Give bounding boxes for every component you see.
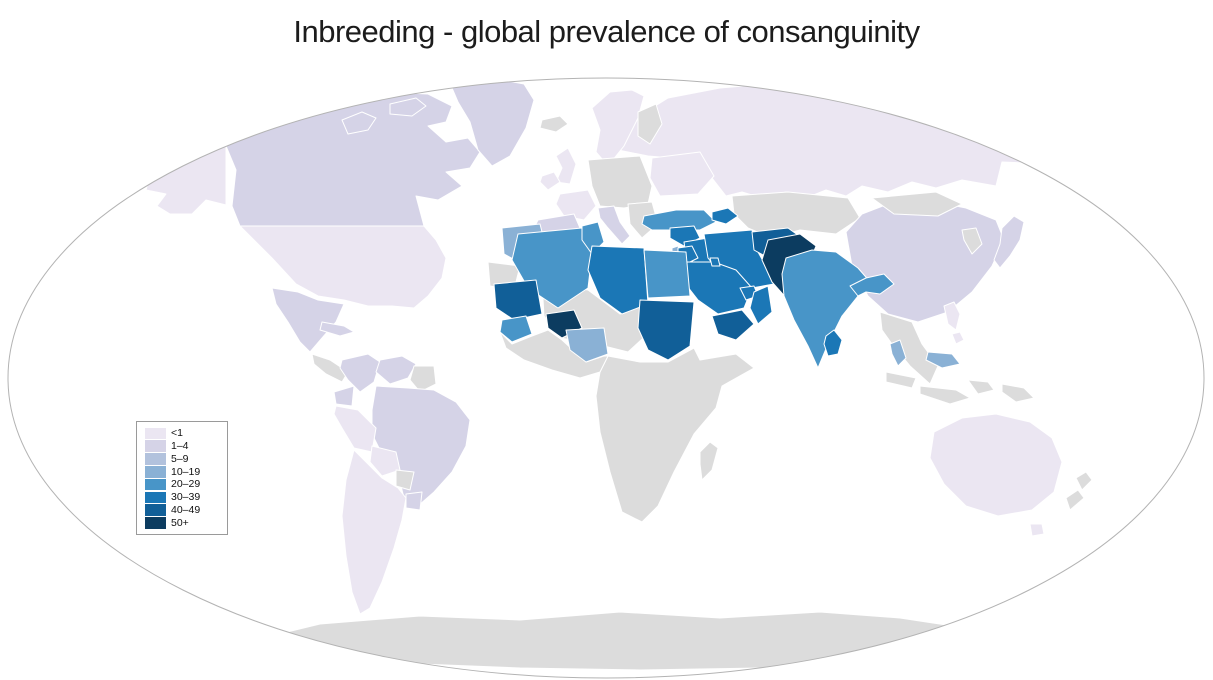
legend-swatch	[145, 504, 166, 516]
country-canada-island-1	[341, 111, 377, 135]
country-indonesia-sumatra	[885, 371, 917, 389]
country-central-europe	[587, 155, 653, 209]
country-guinea	[499, 315, 533, 343]
country-papua-new-guinea	[1001, 383, 1035, 403]
country-philippines-south	[951, 331, 965, 345]
country-canada	[225, 91, 481, 227]
projection-outline	[7, 77, 1205, 679]
legend-swatch	[145, 453, 166, 465]
legend-item: 10–19	[145, 465, 223, 478]
country-bangladesh	[849, 273, 895, 297]
country-yemen	[711, 309, 755, 341]
legend-label: <1	[171, 427, 183, 440]
country-azerbaijan	[711, 207, 739, 225]
legend-label: 40–49	[171, 503, 201, 516]
legend-item: 1–4	[145, 440, 223, 453]
country-west-african-coast	[499, 329, 609, 379]
country-australia	[929, 413, 1063, 517]
country-paraguay	[395, 469, 415, 491]
legend-item: 30–39	[145, 491, 223, 504]
country-norway-sweden	[591, 89, 645, 167]
country-malaysia-peninsula	[889, 339, 907, 367]
country-canada-island-2	[389, 97, 427, 117]
country-madagascar	[699, 441, 719, 481]
page-title: Inbreeding - global prevalence of consan…	[293, 14, 920, 49]
country-kazakhstan-central-asia	[731, 191, 861, 239]
legend-swatch	[145, 478, 166, 491]
country-ireland	[539, 171, 561, 191]
legend-swatch	[145, 517, 166, 529]
country-malaysia-borneo	[925, 351, 961, 369]
country-sri-lanka	[823, 329, 843, 357]
country-sub-saharan-africa	[595, 347, 755, 523]
country-turkey	[641, 209, 717, 231]
country-philippines-north	[943, 301, 961, 331]
country-italy	[597, 205, 631, 245]
legend-label: 1–4	[171, 439, 189, 452]
country-kuwait	[709, 257, 721, 267]
country-indonesia-java-borneo	[919, 385, 971, 405]
country-france	[555, 189, 597, 221]
country-brazil	[371, 385, 471, 507]
legend-item: 50+	[145, 517, 223, 530]
country-southeast-asia	[879, 311, 939, 385]
country-oman	[749, 285, 773, 325]
legend-swatch	[145, 440, 166, 452]
country-india	[781, 249, 873, 369]
country-new-zealand-north	[1075, 471, 1093, 491]
country-korea	[961, 227, 983, 255]
legend-label: 30–39	[171, 491, 201, 504]
country-new-zealand-south	[1065, 489, 1085, 511]
legend: <1 1–4 5–9 10–19 20–29 30–39 40–49 50+	[136, 421, 228, 536]
legend-swatch	[145, 466, 166, 478]
country-bolivia	[369, 445, 401, 477]
country-ukraine	[649, 151, 715, 197]
country-cuba	[319, 321, 355, 337]
country-iceland	[539, 115, 569, 133]
legend-swatch	[145, 491, 166, 504]
country-mauritania	[493, 279, 543, 321]
country-sudan	[637, 299, 695, 361]
country-chile-argentina	[341, 449, 407, 615]
country-peru	[333, 405, 377, 453]
legend-item: <1	[145, 427, 223, 440]
legend-label: 50+	[171, 516, 189, 529]
legend-label: 20–29	[171, 478, 201, 491]
country-indonesia-sulawesi	[967, 379, 995, 395]
country-ecuador	[333, 385, 355, 407]
legend-swatch	[145, 427, 166, 440]
country-mongolia	[871, 191, 963, 217]
country-tasmania	[1029, 523, 1045, 537]
country-central-america	[311, 353, 349, 383]
country-colombia	[339, 353, 381, 393]
country-venezuela	[375, 355, 417, 385]
country-uruguay	[405, 491, 423, 511]
legend-item: 20–29	[145, 478, 223, 491]
country-china	[845, 199, 1005, 323]
country-egypt	[643, 249, 691, 299]
legend-item: 5–9	[145, 453, 223, 466]
country-united-kingdom	[555, 147, 577, 185]
country-libya	[587, 245, 649, 315]
legend-label: 10–19	[171, 465, 201, 478]
legend-item: 40–49	[145, 504, 223, 517]
country-mexico	[271, 287, 345, 353]
country-nigeria	[565, 327, 609, 363]
legend-label: 5–9	[171, 452, 189, 465]
country-guyana-suriname	[409, 365, 437, 393]
country-united-states	[239, 225, 447, 309]
country-japan	[993, 215, 1025, 269]
legend-rows: <1 1–4 5–9 10–19 20–29 30–39 40–49 50+	[145, 427, 223, 529]
country-antarctica	[245, 611, 985, 671]
country-finland	[637, 103, 663, 145]
